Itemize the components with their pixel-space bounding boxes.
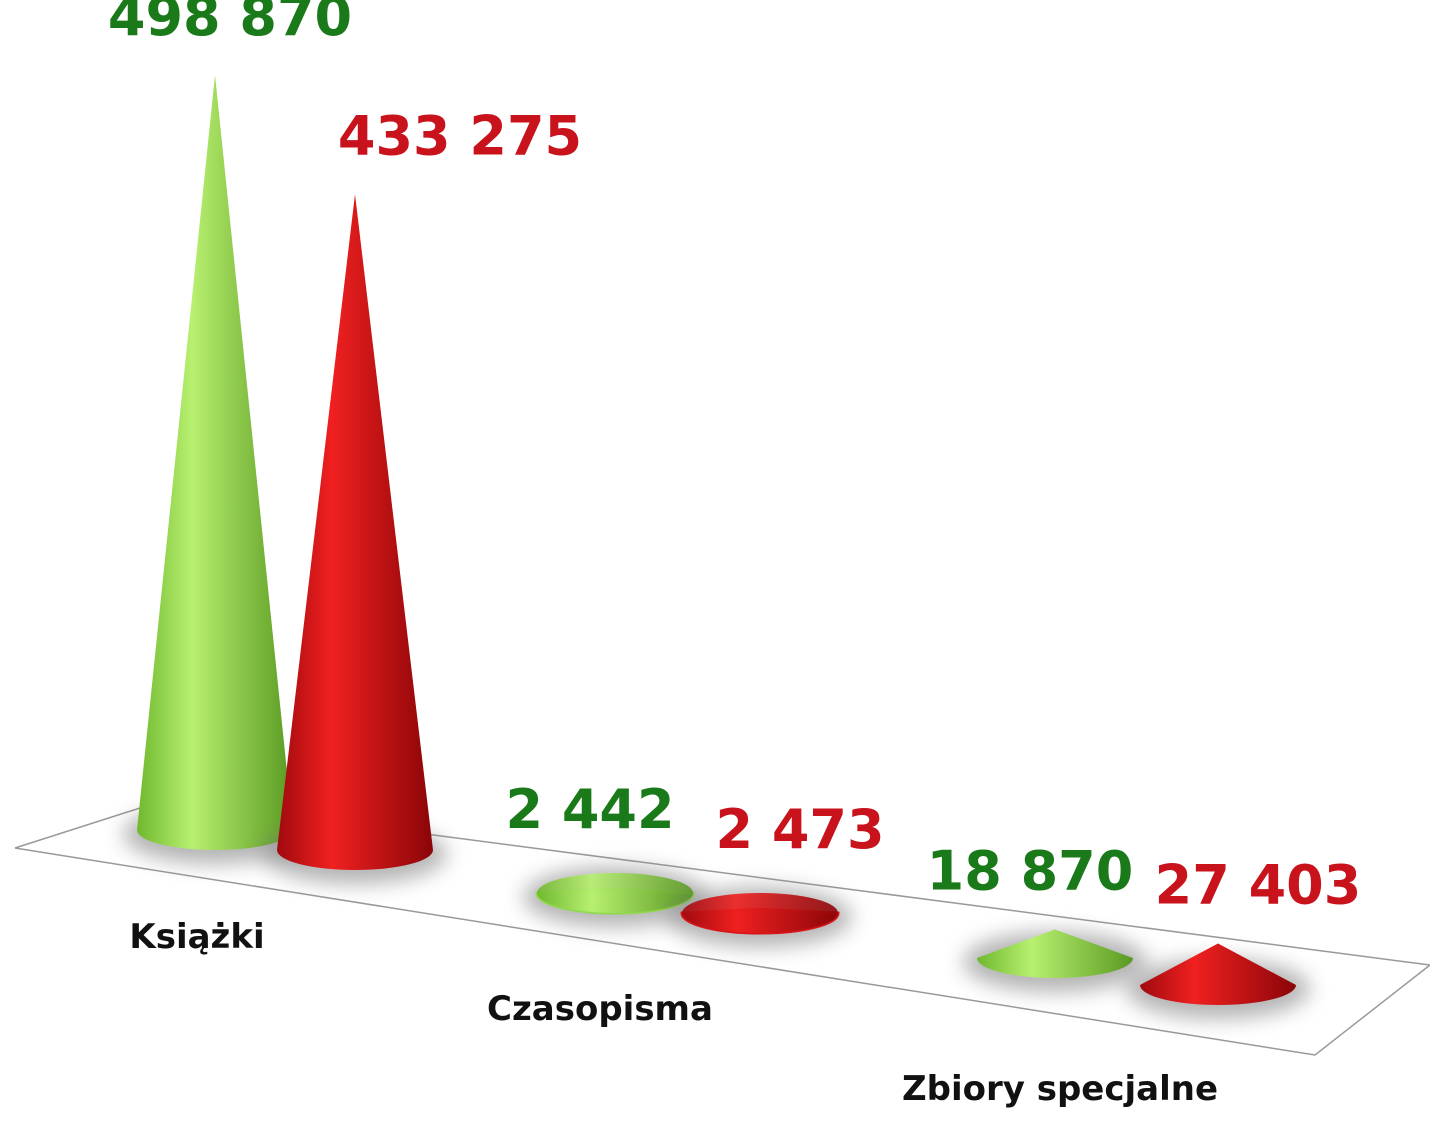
category-label: Zbiory specjalne [902,1069,1218,1109]
cone [137,75,293,850]
value-label: 433 275 [338,104,582,167]
cone [1140,943,1296,1005]
cone [977,929,1133,978]
value-label: 2 442 [505,778,674,841]
value-label: 18 870 [927,839,1134,902]
category-label: Książki [129,917,264,957]
value-label: 2 473 [715,798,884,861]
cone [277,194,433,870]
cone-top [682,893,838,933]
plot: 498 870 433 275 Książki 2 442 2 473 Czasopism… [108,0,1361,1109]
category-label: Czasopisma [487,989,713,1029]
value-label: 498 870 [108,0,352,48]
cone-top [537,873,693,913]
value-label: 27 403 [1155,854,1362,917]
